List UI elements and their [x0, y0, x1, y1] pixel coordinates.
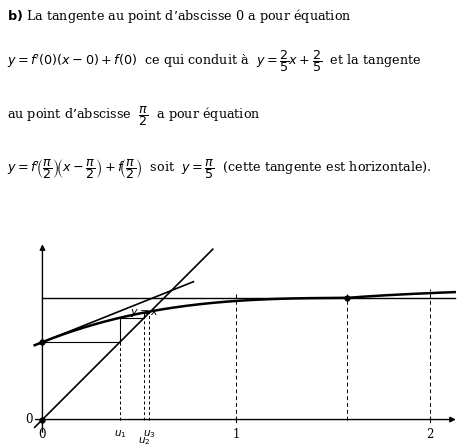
- Text: $u_2$: $u_2$: [138, 435, 150, 447]
- Text: $\mathbf{b)}$ La tangente au point d’abscisse 0 a pour équation: $\mathbf{b)}$ La tangente au point d’abs…: [7, 7, 351, 25]
- Text: $u_3$: $u_3$: [143, 428, 156, 440]
- Text: $y=x$: $y=x$: [130, 307, 159, 319]
- Text: au point d’abscisse  $\dfrac{\pi}{2}$  a pour équation: au point d’abscisse $\dfrac{\pi}{2}$ a p…: [7, 104, 261, 128]
- Text: 2: 2: [426, 428, 433, 441]
- Text: $u_1$: $u_1$: [114, 428, 126, 440]
- Text: 0: 0: [25, 413, 33, 426]
- Text: 0: 0: [39, 428, 46, 441]
- Text: $y=f'(0)(x-0)+f(0)$  ce qui conduit à  $y=\dfrac{2}{5}x+\dfrac{2}{5}$  et la tan: $y=f'(0)(x-0)+f(0)$ ce qui conduit à $y=…: [7, 48, 421, 74]
- Text: 1: 1: [232, 428, 240, 441]
- Text: $y=f'\!\left(\dfrac{\pi}{2}\right)\!\left(x-\dfrac{\pi}{2}\right)+f\!\left(\dfra: $y=f'\!\left(\dfrac{\pi}{2}\right)\!\lef…: [7, 157, 432, 181]
